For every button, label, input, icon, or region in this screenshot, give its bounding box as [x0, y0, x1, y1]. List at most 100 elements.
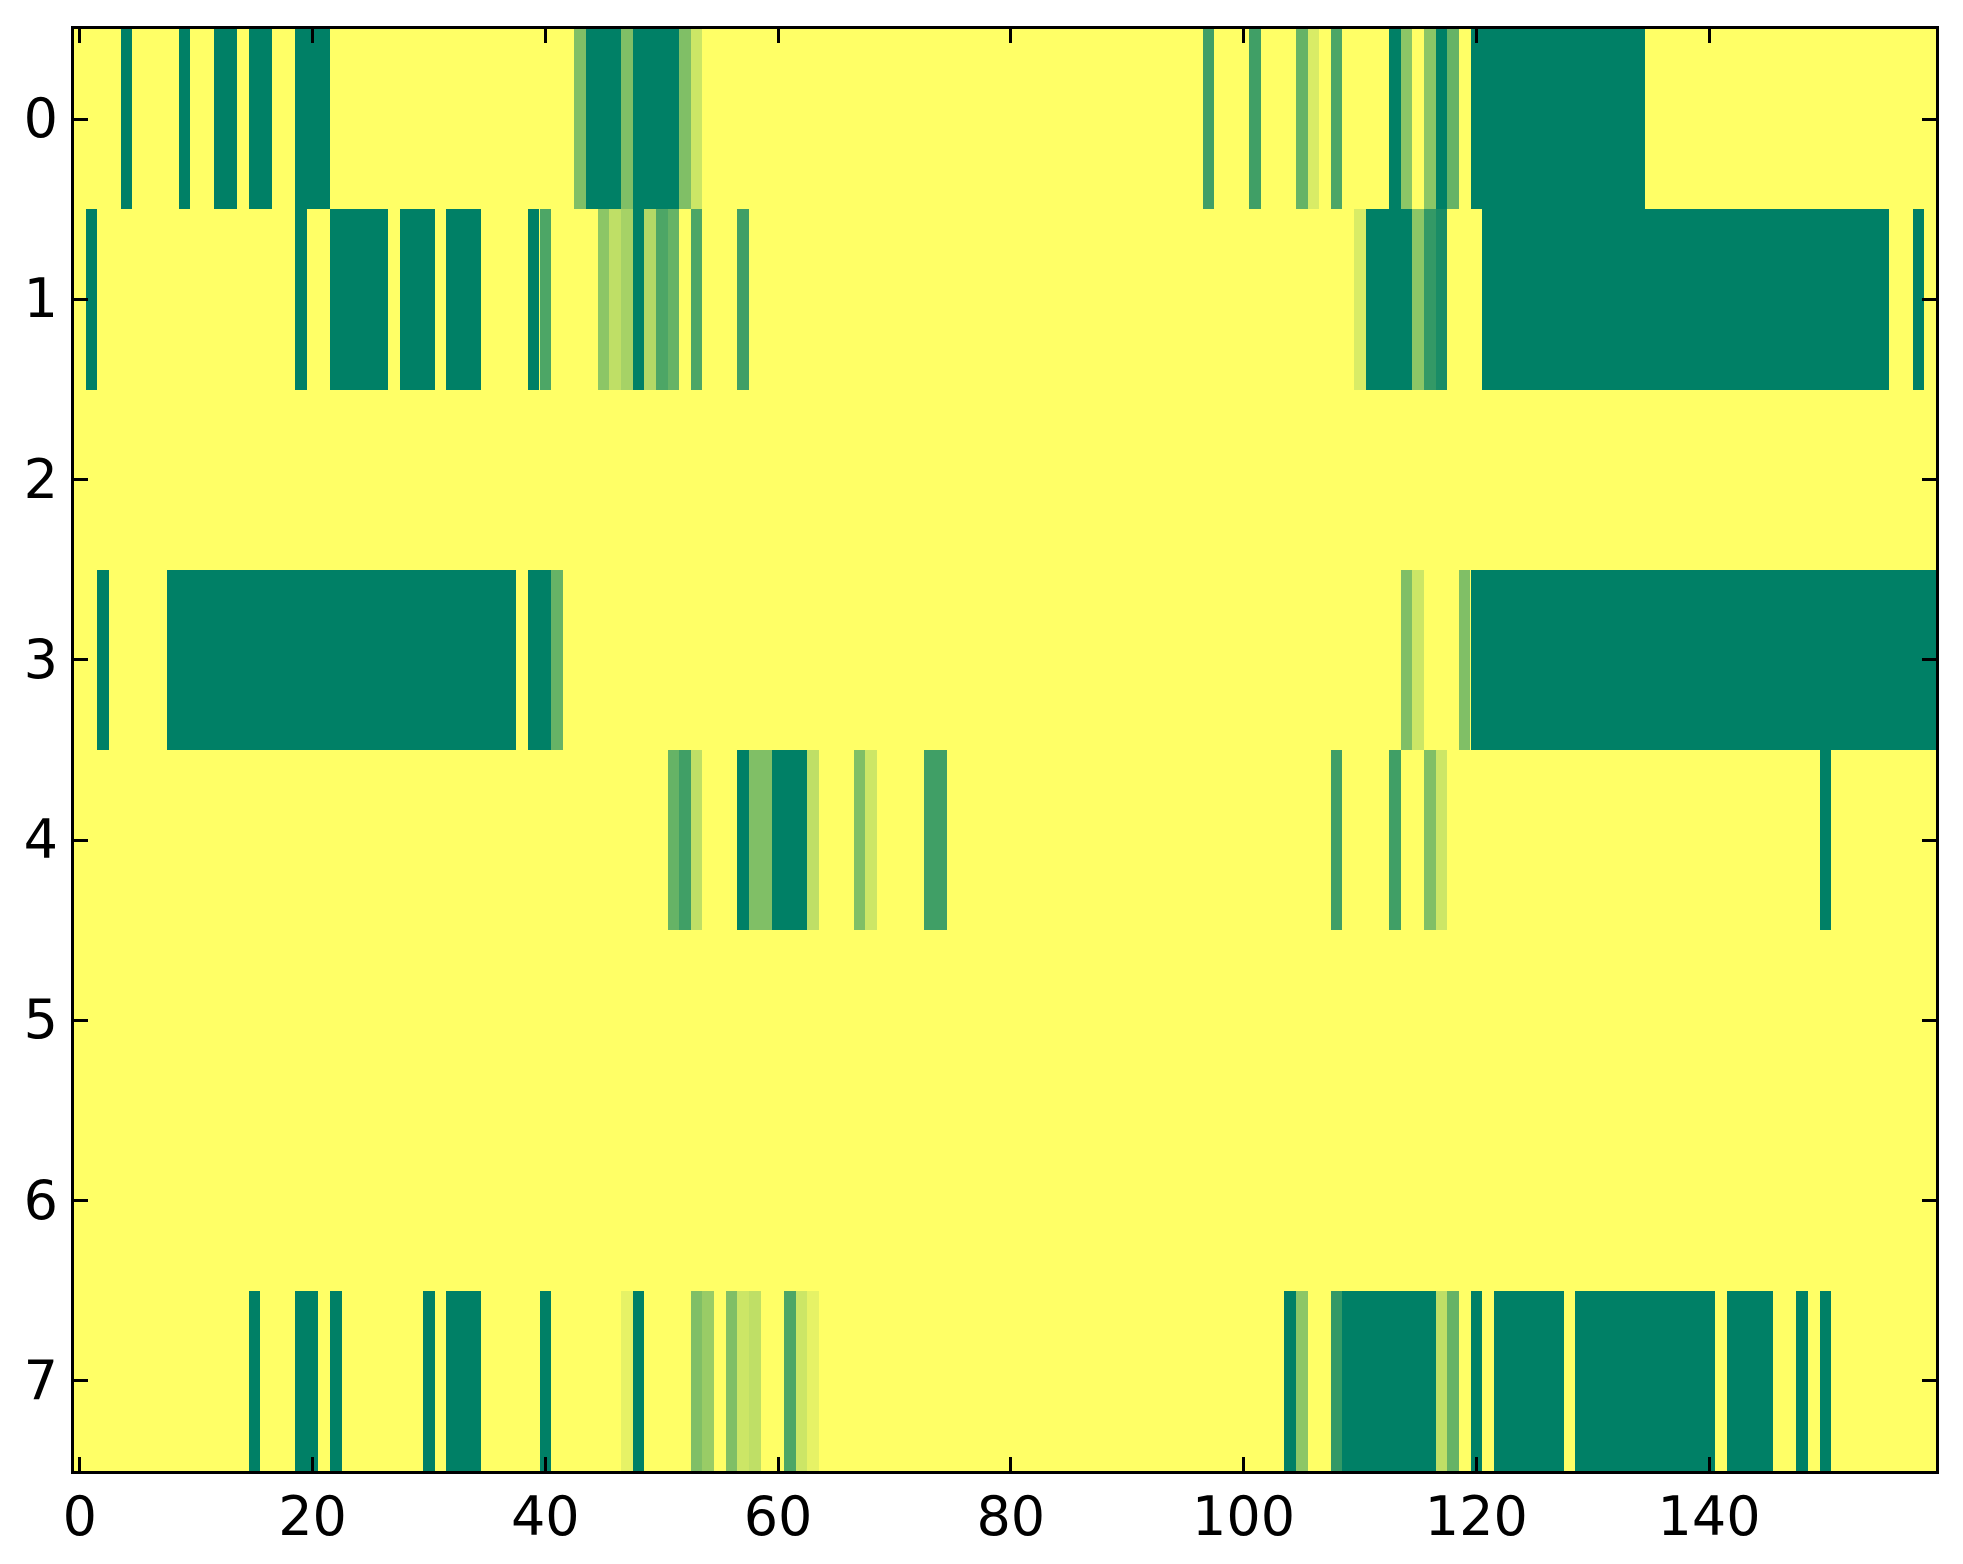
- y-tick-label: 4: [23, 808, 58, 872]
- x-tick-top: [1474, 29, 1478, 43]
- heatmap-run: [1435, 29, 1448, 210]
- heatmap-run: [213, 29, 237, 210]
- heatmap-run: [248, 29, 272, 210]
- heatmap-run: [655, 209, 668, 390]
- x-tick-bottom: [1707, 1457, 1711, 1471]
- y-tick-label: 7: [23, 1348, 58, 1412]
- y-tick-right: [1922, 838, 1936, 842]
- heatmap-run: [609, 209, 621, 390]
- heatmap-run: [1342, 1290, 1436, 1471]
- heatmap-run: [1493, 1290, 1564, 1471]
- heatmap-run: [1365, 209, 1413, 390]
- heatmap-run: [690, 209, 703, 390]
- heatmap-run: [725, 1290, 738, 1471]
- heatmap-run: [679, 750, 691, 931]
- y-tick-label: 2: [23, 447, 58, 511]
- heatmap-row-6: [74, 1111, 1936, 1291]
- heatmap-run: [527, 209, 540, 390]
- heatmap-run: [632, 209, 645, 390]
- x-tick-label: 140: [1657, 1485, 1761, 1548]
- heatmap-run: [1307, 29, 1320, 210]
- heatmap-run: [1354, 209, 1366, 390]
- heatmap-run: [1284, 1290, 1296, 1471]
- heatmap-run: [620, 209, 633, 390]
- heatmap-run: [690, 29, 703, 210]
- y-tick-label: 0: [23, 87, 58, 151]
- y-tick-left: [74, 658, 88, 662]
- x-tick-bottom: [311, 1457, 315, 1471]
- x-tick-label: 60: [743, 1485, 813, 1548]
- heatmap-run: [1575, 1290, 1715, 1471]
- heatmap-run: [807, 1290, 819, 1471]
- y-tick-left: [74, 838, 88, 842]
- heatmap-run: [1435, 1290, 1448, 1471]
- x-tick-bottom: [1474, 1457, 1478, 1471]
- heatmap-run: [923, 750, 947, 931]
- heatmap-run: [748, 750, 773, 931]
- heatmap-run: [446, 1290, 482, 1471]
- x-tick-label: 20: [278, 1485, 347, 1548]
- heatmap-run: [1412, 569, 1424, 750]
- heatmap-run: [620, 1290, 633, 1471]
- heatmap-run: [1400, 29, 1413, 210]
- heatmap-row-4: [74, 750, 1936, 931]
- heatmap-run: [586, 29, 621, 210]
- x-tick-bottom: [1009, 1457, 1013, 1471]
- y-tick-left: [74, 117, 88, 121]
- y-tick-label: 1: [23, 267, 58, 331]
- heatmap-run: [1202, 29, 1215, 210]
- x-tick-label: 40: [510, 1485, 580, 1548]
- x-tick-bottom: [78, 1457, 82, 1471]
- heatmap-run: [795, 1290, 808, 1471]
- x-tick-bottom: [543, 1457, 547, 1471]
- heatmap-run: [1330, 1290, 1343, 1471]
- heatmap-run: [679, 29, 691, 210]
- y-tick-left: [74, 478, 88, 482]
- heatmap-run: [1249, 29, 1261, 210]
- heatmap-run: [1412, 209, 1424, 390]
- heatmap-run: [1470, 29, 1646, 210]
- heatmap-run: [120, 29, 133, 210]
- heatmap-rows: [74, 29, 1936, 1471]
- heatmap-run: [1819, 750, 1832, 931]
- y-tick-label: 5: [23, 988, 58, 1052]
- heatmap-run: [1819, 1290, 1832, 1471]
- y-tick-right: [1922, 1379, 1936, 1383]
- heatmap-run: [295, 29, 331, 210]
- heatmap-run: [1295, 29, 1308, 210]
- heatmap-run: [1470, 1290, 1483, 1471]
- heatmap-run: [702, 1290, 715, 1471]
- x-tick-top: [1707, 29, 1711, 43]
- y-tick-right: [1922, 117, 1936, 121]
- heatmap-run: [737, 750, 749, 931]
- x-tick-label: 100: [1192, 1485, 1296, 1548]
- y-tick-right: [1922, 478, 1936, 482]
- heatmap-run: [772, 750, 808, 931]
- heatmap-run: [1796, 1290, 1808, 1471]
- heatmap-run: [1470, 569, 1936, 750]
- heatmap-run: [178, 29, 191, 210]
- heatmap-row-0: [74, 29, 1936, 210]
- heatmap-run: [1423, 750, 1436, 931]
- heatmap-run: [853, 750, 866, 931]
- heatmap-run: [330, 209, 389, 390]
- heatmap-row-7: [74, 1290, 1936, 1471]
- heatmap-run: [865, 750, 877, 931]
- y-tick-label: 3: [23, 627, 58, 691]
- heatmap-row-1: [74, 209, 1936, 390]
- heatmap-run: [167, 569, 517, 750]
- heatmap-run: [667, 750, 680, 931]
- heatmap-run: [1330, 29, 1343, 210]
- heatmap-run: [1423, 29, 1436, 210]
- y-tick-right: [1922, 1199, 1936, 1203]
- heatmap-run: [295, 209, 307, 390]
- heatmap-run: [597, 209, 610, 390]
- heatmap-run: [807, 750, 819, 931]
- heatmap-run: [632, 29, 680, 210]
- heatmap-run: [248, 1290, 261, 1471]
- plot-area: [71, 26, 1939, 1474]
- x-tick-label: 80: [976, 1485, 1046, 1548]
- heatmap-run: [551, 569, 563, 750]
- heatmap-run: [632, 1290, 645, 1471]
- heatmap-run: [1389, 750, 1401, 931]
